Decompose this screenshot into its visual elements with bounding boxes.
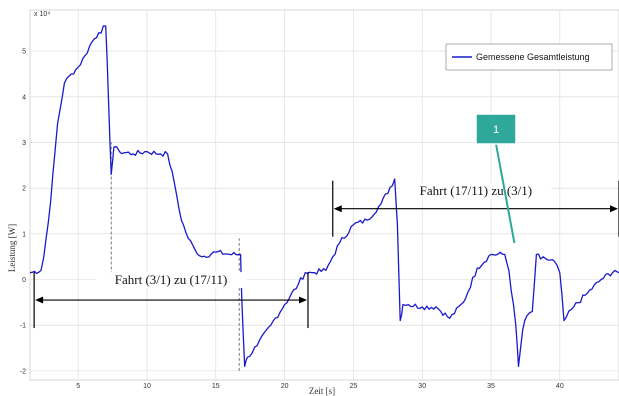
y-tick-label: -1 bbox=[20, 323, 26, 330]
x-tick-label: 35 bbox=[487, 383, 495, 390]
x-tick-label: 40 bbox=[556, 383, 564, 390]
legend: Gemessene Gesamtleistung bbox=[445, 43, 613, 71]
x-axis-label: Zeit [s] bbox=[309, 386, 335, 396]
y-tick-label: 5 bbox=[22, 49, 26, 56]
y-tick-label: -2 bbox=[20, 368, 26, 375]
annotation-label: Fahrt (3/1) zu (17/11) bbox=[115, 272, 228, 287]
annotation-arrowhead-left bbox=[333, 205, 342, 213]
callout-badge bbox=[475, 113, 517, 145]
x-tick-label: 5 bbox=[76, 383, 80, 390]
y-axis-label: Leistung [W] bbox=[7, 224, 17, 272]
tick-labels: 5 10 15 20 25 30 35 40 -2 -1 0 1 2 3 4 5 bbox=[20, 49, 564, 390]
annotation-arrowhead-right bbox=[610, 205, 618, 213]
y-exponent-label: x 10⁴ bbox=[34, 11, 50, 18]
callout: 1 bbox=[475, 113, 517, 244]
legend-box bbox=[445, 43, 613, 71]
x-tick-label: 25 bbox=[350, 383, 358, 390]
annotations: Fahrt (3/1) zu (17/11) Fahrt (17/11) zu (… bbox=[33, 180, 619, 329]
callout-leader-line bbox=[495, 143, 516, 244]
annotation-label-bg bbox=[400, 183, 552, 199]
x-tick-label: 30 bbox=[418, 383, 426, 390]
annotation-arrowhead-right bbox=[298, 296, 307, 304]
series-layer bbox=[29, 25, 619, 367]
x-tick-label: 20 bbox=[281, 383, 289, 390]
x-tick-label: 15 bbox=[212, 383, 220, 390]
reference-lines bbox=[110, 142, 240, 371]
y-tick-label: 1 bbox=[22, 231, 26, 238]
callout-badge-label: 1 bbox=[493, 124, 499, 136]
annotation-label-bg bbox=[95, 272, 247, 289]
annotation-arrowhead-left bbox=[35, 296, 44, 304]
y-tick-label: 0 bbox=[22, 277, 26, 284]
annotation-label: Fahrt (17/11) zu (3/1) bbox=[420, 183, 533, 198]
y-tick-label: 3 bbox=[22, 140, 26, 147]
legend-entry: Gemessene Gesamtleistung bbox=[476, 52, 590, 62]
y-tick-label: 4 bbox=[22, 94, 26, 101]
series-line bbox=[29, 25, 619, 367]
y-tick-label: 2 bbox=[22, 186, 26, 193]
x-tick-label: 10 bbox=[143, 383, 151, 390]
